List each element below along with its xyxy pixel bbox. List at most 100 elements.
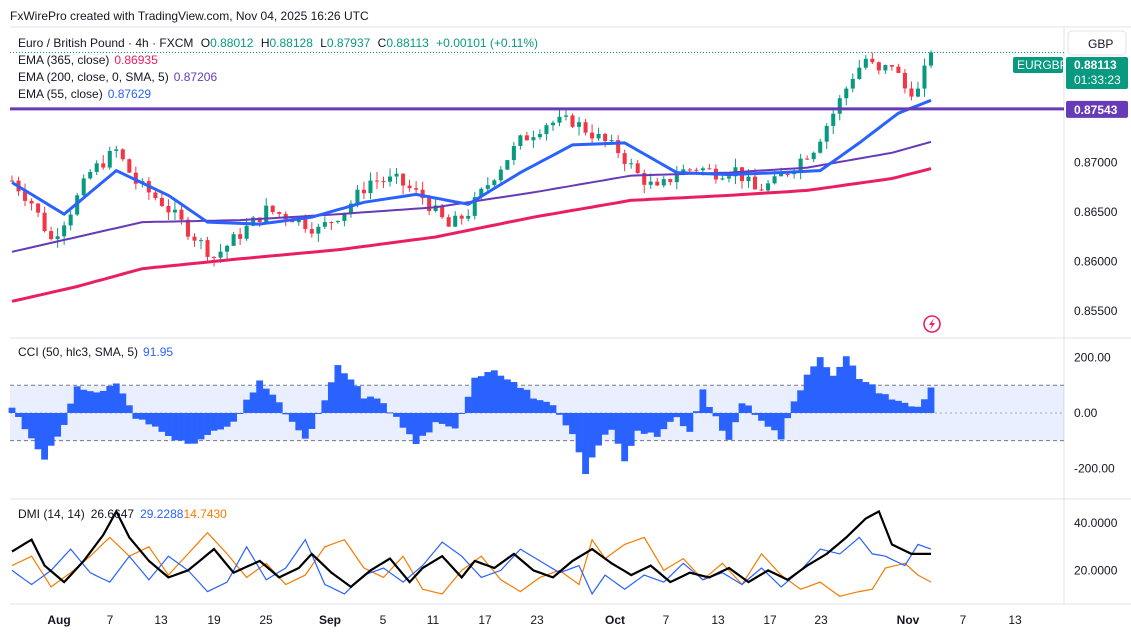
dmi-adx-value: 26.6647	[91, 507, 135, 521]
cci-bar	[803, 374, 811, 413]
candle-body	[270, 205, 275, 213]
ema200-legend: EMA (200, close, 0, SMA, 5) 0.87206	[18, 70, 217, 84]
time-axis[interactable]: Aug 7 13 19 25 Sep 5 11 17 23 Oct 7 13 17 23 Nov 7 13	[47, 613, 1022, 627]
cci-bar	[556, 412, 563, 415]
high-label: H	[261, 36, 270, 50]
candle-body	[120, 149, 125, 160]
candle-body	[785, 174, 790, 176]
candle-body	[192, 236, 197, 241]
cci-bar	[380, 403, 387, 413]
cci-bar	[862, 382, 870, 413]
candle-body	[335, 220, 340, 223]
candle-body	[309, 229, 314, 234]
cci-axis-label: -200.00	[1074, 461, 1115, 475]
time-axis-label: 19	[207, 613, 221, 627]
cci-bar	[34, 412, 42, 450]
time-axis-label: 17	[763, 613, 777, 627]
candle-body	[374, 180, 380, 182]
candle-body	[798, 158, 803, 171]
cci-bar	[503, 379, 511, 413]
candle-body	[570, 115, 575, 127]
cci-bar	[634, 412, 642, 431]
cci-bar	[543, 401, 550, 413]
countdown-label: 01:33:23	[1074, 73, 1121, 87]
cci-bar	[230, 412, 238, 422]
cci-bar	[73, 386, 81, 413]
candle-body	[23, 191, 28, 201]
cci-bar	[8, 407, 16, 413]
time-axis-label: Nov	[897, 613, 920, 627]
dmi-minus-di-line	[11, 531, 932, 597]
candle-body	[544, 125, 549, 135]
cci-bar	[21, 412, 29, 430]
cci-bar	[868, 384, 876, 413]
candle-body	[427, 198, 432, 211]
candle-body	[498, 169, 503, 181]
cci-bar	[660, 412, 668, 430]
cci-bar	[901, 402, 909, 413]
cci-bar	[458, 412, 466, 414]
cci-bar	[47, 412, 55, 446]
candle-body	[355, 189, 360, 204]
time-axis-label: 5	[380, 613, 387, 627]
candle-body	[661, 179, 666, 186]
cci-bar	[99, 390, 107, 413]
cci-bar	[666, 412, 674, 422]
lightning-icon[interactable]	[923, 315, 941, 333]
dmi-legend: DMI (14, 14) 26.6647 29.228814.7430	[18, 507, 227, 521]
price-axis[interactable]: 0.87000 0.86500 0.86000 0.85500	[1074, 156, 1118, 319]
candle-body	[420, 189, 425, 199]
cci-bar	[340, 373, 348, 413]
price-pane[interactable]	[9, 50, 1064, 303]
cci-axis-label: 0.00	[1074, 406, 1098, 420]
cci-bar	[523, 389, 531, 413]
dmi-adx-line	[11, 509, 931, 589]
candle-body	[700, 168, 705, 171]
cci-bar	[288, 412, 296, 422]
price-axis-label: 0.85500	[1074, 304, 1118, 318]
candle-body	[902, 72, 907, 89]
cci-bar	[145, 412, 153, 425]
cci-bar	[60, 412, 68, 425]
last-price-tag	[1066, 57, 1128, 89]
high-value: 0.88128	[270, 36, 314, 50]
cci-bar	[399, 412, 407, 428]
candle-body	[550, 122, 555, 126]
cci-bar	[301, 412, 309, 439]
low-value: 0.87937	[327, 36, 371, 50]
cci-bar	[758, 412, 765, 421]
cci-bar	[354, 386, 361, 413]
cci-bar	[738, 403, 746, 413]
cci-bar	[106, 385, 114, 413]
cci-bar	[386, 412, 394, 414]
cci-bar	[640, 412, 648, 434]
candle-body	[361, 189, 366, 194]
cci-bar	[686, 412, 694, 432]
candle-body	[212, 256, 217, 258]
dmi-pane[interactable]	[11, 509, 932, 597]
candle-body	[127, 159, 132, 173]
time-axis-label: 17	[478, 613, 492, 627]
horizontal-level-price-label: 0.87543	[1074, 103, 1118, 117]
cci-bar	[236, 412, 244, 414]
cci-legend: CCI (50, hlc3, SMA, 5) 91.95	[18, 345, 173, 359]
candle-body	[616, 140, 621, 154]
candle-body	[114, 149, 119, 151]
candle-body	[329, 222, 334, 224]
cci-bar	[921, 399, 928, 413]
cci-bar	[712, 412, 720, 417]
cci-bar	[125, 405, 133, 413]
cci-bar	[54, 412, 62, 437]
candle-body	[915, 88, 920, 97]
candle-body	[557, 116, 562, 123]
currency-button[interactable]	[1067, 30, 1127, 56]
candle-body	[322, 222, 327, 227]
cci-pane[interactable]	[8, 356, 1064, 475]
candle-body	[238, 234, 243, 239]
candle-body	[766, 183, 771, 191]
cci-bar	[490, 370, 498, 413]
candle-body	[524, 135, 529, 141]
cci-bar	[327, 382, 335, 413]
cci-bar	[601, 412, 609, 435]
